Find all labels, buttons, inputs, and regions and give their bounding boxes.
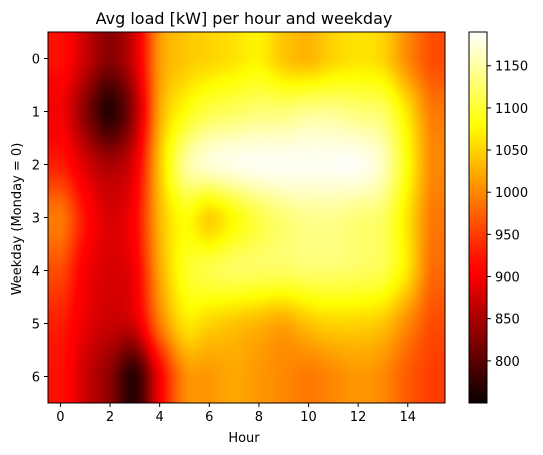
colorbar-tick-label: 1000 [495, 186, 528, 201]
colorbar-tick-label: 1100 [495, 102, 528, 117]
x-tick-label: 2 [106, 410, 114, 425]
chart-title: Avg load [kW] per hour and weekday [96, 9, 393, 28]
heatmap-image [48, 32, 445, 403]
y-tick-label: 1 [32, 106, 40, 121]
y-tick-label: 4 [32, 265, 40, 280]
colorbar-tick-label: 1050 [495, 144, 528, 159]
y-axis-label: Weekday (Monday = 0) [10, 143, 25, 296]
x-tick-label: 8 [255, 410, 263, 425]
colorbar: 800 850 900 950 1000 1050 1100 1150 [468, 31, 528, 404]
plot-area [47, 31, 446, 404]
x-tick-label: 4 [156, 410, 164, 425]
y-tick-label: 6 [32, 371, 40, 386]
x-tick-label: 12 [350, 410, 367, 425]
x-tick-label: 10 [300, 410, 317, 425]
colorbar-tick-label: 800 [495, 355, 520, 370]
colorbar-tick-label: 950 [495, 228, 520, 243]
y-tick-label: 2 [32, 159, 40, 174]
colorbar-tick-label: 1150 [495, 60, 528, 75]
x-axis: 0 2 4 6 8 10 12 14 [56, 403, 416, 425]
x-tick-label: 14 [400, 410, 417, 425]
colorbar-tick-label: 900 [495, 271, 520, 286]
colorbar-gradient [469, 32, 487, 403]
x-axis-label: Hour [228, 431, 260, 446]
y-tick-label: 3 [32, 212, 40, 227]
y-tick-label: 5 [32, 318, 40, 333]
colorbar-tick-label: 850 [495, 313, 520, 328]
y-axis: 0 1 2 3 4 5 6 [32, 53, 48, 386]
colorbar-ticks: 800 850 900 950 1000 1050 1100 1150 [487, 60, 528, 370]
colorbar-frame [468, 31, 488, 404]
x-tick-label: 6 [205, 410, 213, 425]
x-tick-label: 0 [56, 410, 64, 425]
y-tick-label: 0 [32, 53, 40, 68]
